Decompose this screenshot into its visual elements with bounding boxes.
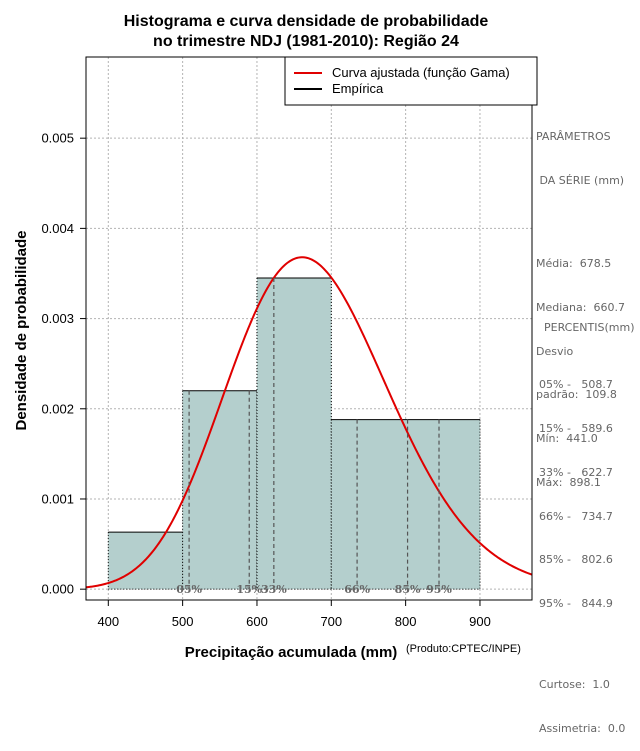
histogram-bar xyxy=(256,277,332,590)
percentis-panel: 05% - 508.7 15% - 589.6 33% - 622.7 66% … xyxy=(539,349,625,751)
param-min: Mín: 441.0 xyxy=(536,432,598,446)
percentil-15: 15% - 589.6 xyxy=(539,421,613,435)
gamma-curve xyxy=(85,256,533,589)
param-sd: padrão: 109.8 xyxy=(536,388,617,402)
fitted-curve xyxy=(85,256,533,589)
spacer xyxy=(539,641,625,649)
y-tick-label: 0.002 xyxy=(41,401,74,416)
y-axis-label: Densidade de probabilidade xyxy=(13,230,30,430)
legend-box xyxy=(284,56,538,106)
spacer xyxy=(536,218,625,228)
percentile-label: 05% xyxy=(176,583,202,596)
chart-title-line-2: no trimestre NDJ (1981-2010): Região 24 xyxy=(153,33,459,50)
param-sd-label: Desvio xyxy=(536,344,574,358)
percentile-label: 85% xyxy=(395,583,421,596)
histogram-bars xyxy=(107,277,481,590)
x-axis-label: Precipitação acumulada (mm) xyxy=(185,644,398,660)
param-median: Mediana: 660.7 xyxy=(536,300,625,314)
y-tick-label: 0.004 xyxy=(41,221,74,236)
chart-title: Histograma e curva densidade de probabil… xyxy=(124,13,489,50)
source-note: (Produto:CPTEC/INPE) xyxy=(406,643,521,655)
x-tick-label: 900 xyxy=(469,614,491,629)
y-tick-label: 0.001 xyxy=(41,491,74,506)
x-tick-label: 500 xyxy=(172,614,194,629)
axes: 400 500 600 700 800 900 0.000 0.001 0.002 0.003 0.… xyxy=(41,131,490,629)
histogram-bar xyxy=(182,390,257,590)
x-tick-label: 700 xyxy=(320,614,342,629)
legend-label-empirical: Empírica xyxy=(332,81,384,96)
param-max: Máx: 898.1 xyxy=(536,475,601,489)
percentil-66: 66% - 734.7 xyxy=(539,509,613,523)
percentile-label: 95% xyxy=(426,583,452,596)
params-panel: PARÂMETROS DA SÉRIE (mm) Média: 678.5 Me… xyxy=(536,101,625,505)
y-tick-label: 0.003 xyxy=(41,311,74,326)
chart: Histograma e curva densidade de probabil… xyxy=(13,13,538,660)
legend: Curva ajustada (função Gama) Empírica xyxy=(284,56,538,106)
stat-kurtosis: Curtose: 1.0 xyxy=(539,678,610,692)
params-title-line-2: DA SÉRIE (mm) xyxy=(536,173,625,187)
y-tick-label: 0.000 xyxy=(41,582,74,597)
percentile-label: 15% xyxy=(236,583,262,596)
percentil-33: 33% - 622.7 xyxy=(539,465,613,479)
legend-label-curve: Curva ajustada (função Gama) xyxy=(332,65,510,80)
chart-title-line-1: Histograma e curva densidade de probabil… xyxy=(124,13,489,30)
percentil-85: 85% - 802.6 xyxy=(539,553,613,567)
histogram-bar xyxy=(331,419,480,590)
x-tick-label: 400 xyxy=(97,614,119,629)
percentil-05: 05% - 508.7 xyxy=(539,378,613,392)
percentile-label: 33% xyxy=(261,583,287,596)
y-tick-label: 0.005 xyxy=(41,131,74,146)
percentil-95: 95% - 844.9 xyxy=(539,597,613,611)
percentis-title: PERCENTIS(mm) xyxy=(544,321,635,334)
param-mean: Média: 678.5 xyxy=(536,256,612,270)
percentile-markers: 05% 15%33% 66% 85% 95% xyxy=(176,277,452,596)
x-tick-label: 600 xyxy=(246,614,268,629)
stat-skewness: Assimetria: 0.0 xyxy=(539,721,626,735)
percentile-label: 66% xyxy=(344,583,370,596)
params-title-line-1: PARÂMETROS xyxy=(536,130,611,144)
x-tick-label: 800 xyxy=(395,614,417,629)
